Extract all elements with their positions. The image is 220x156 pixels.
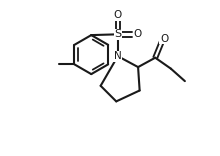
Text: N: N xyxy=(114,51,122,61)
Text: O: O xyxy=(160,34,168,44)
Text: S: S xyxy=(114,29,121,39)
Text: O: O xyxy=(114,10,122,20)
Text: O: O xyxy=(134,29,142,39)
